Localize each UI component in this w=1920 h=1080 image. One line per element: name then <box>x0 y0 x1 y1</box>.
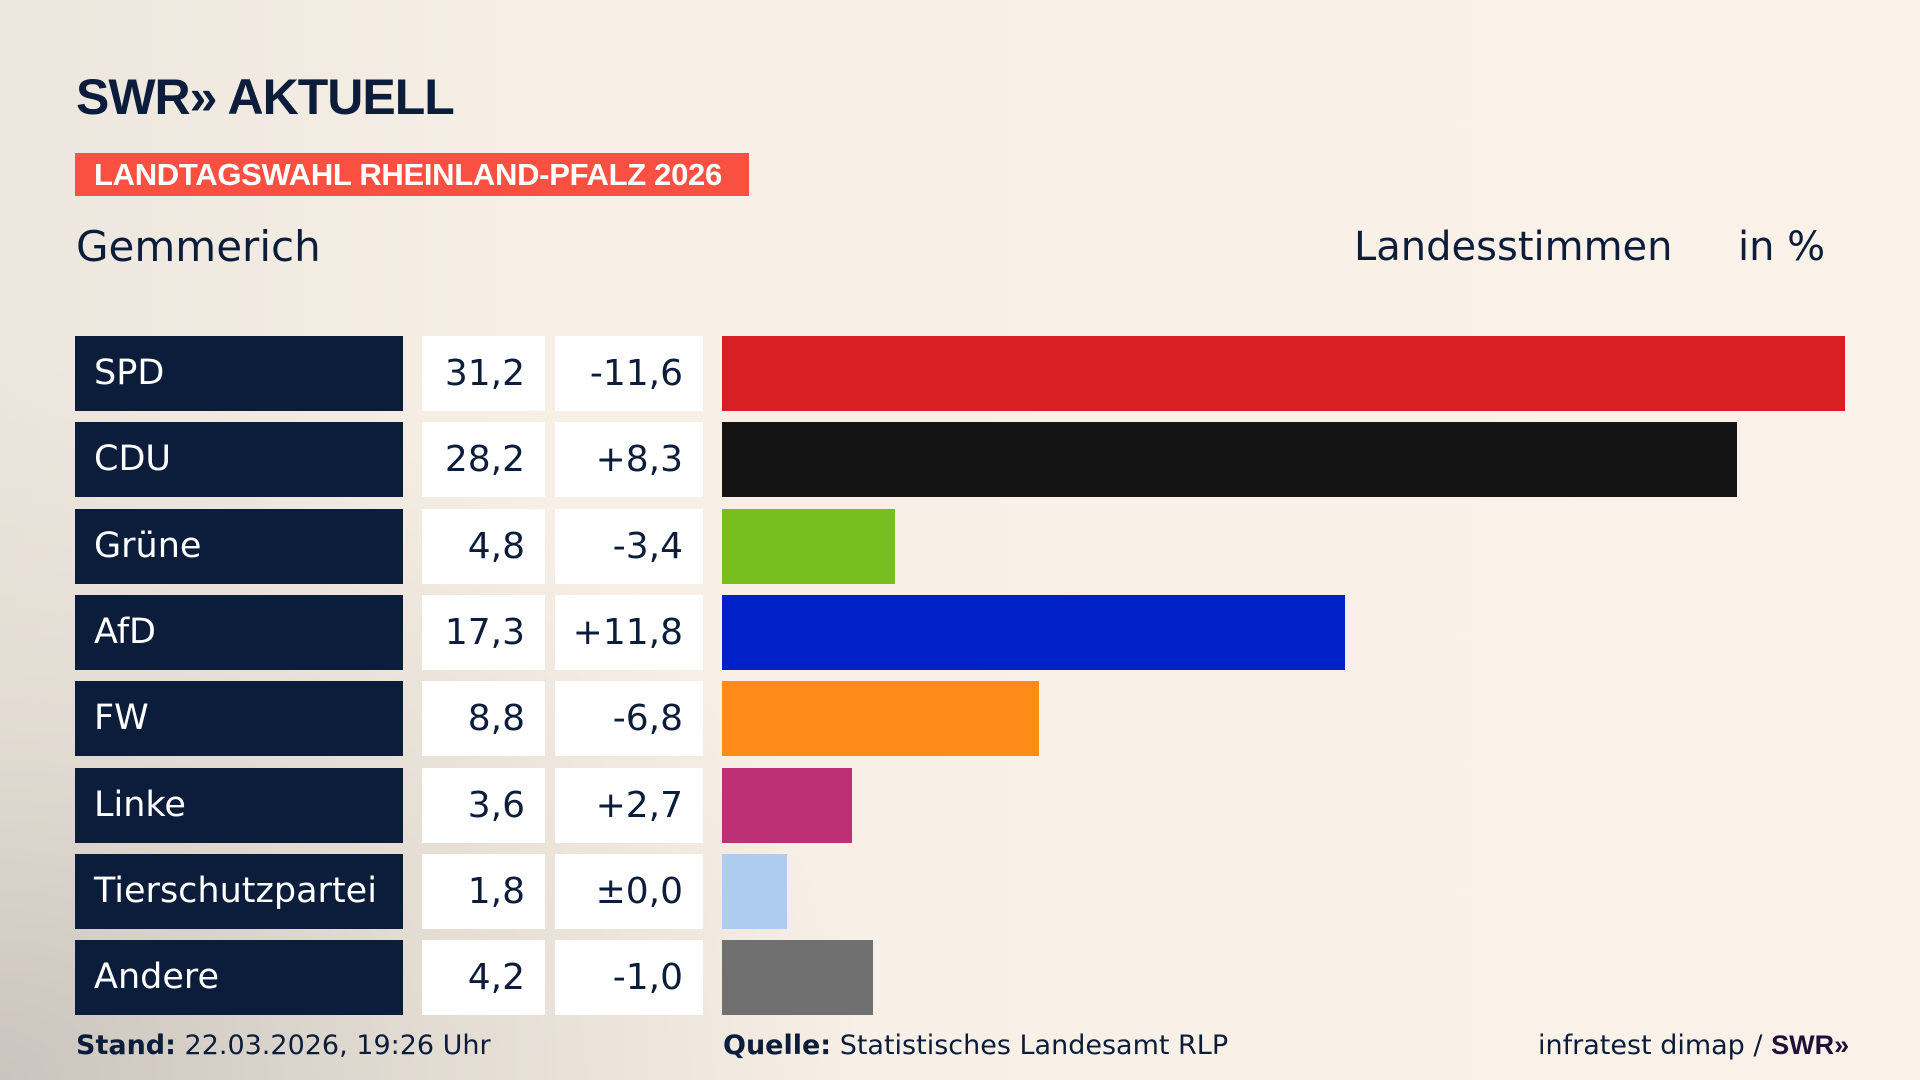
change-label: +2,7 <box>555 767 703 843</box>
change-label: -1,0 <box>555 940 703 1016</box>
credit-text: infratest dimap / <box>1538 1030 1763 1061</box>
party-name: CDU <box>75 422 403 498</box>
party-row: Grüne 4,8 -3,4 <box>0 508 1920 584</box>
unit-label: in % <box>1738 224 1826 270</box>
source-label: Quelle: <box>723 1030 832 1061</box>
swr-aktuell-logo: SWR» AKTUELL <box>76 69 455 125</box>
party-name: AfD <box>75 594 403 670</box>
value-label: 3,6 <box>422 767 545 843</box>
party-row: Tierschutzpartei 1,8 ±0,0 <box>0 853 1920 929</box>
party-row: Linke 3,6 +2,7 <box>0 767 1920 843</box>
value-label: 17,3 <box>422 594 545 670</box>
bar-andere <box>722 940 874 1016</box>
party-row: SPD 31,2 -11,6 <box>0 336 1920 411</box>
election-banner: LANDTAGSWAHL RHEINLAND-PFALZ 2026 <box>75 153 749 196</box>
timestamp: Stand: 22.03.2026, 19:26 Uhr <box>76 1030 491 1061</box>
bar-tierschutzpartei <box>722 853 787 929</box>
stand-value: 22.03.2026, 19:26 Uhr <box>184 1030 491 1061</box>
value-label: 4,8 <box>422 508 545 584</box>
party-row: FW 8,8 -6,8 <box>0 681 1920 757</box>
party-name: Linke <box>75 767 403 843</box>
change-label: +11,8 <box>555 594 703 670</box>
party-name: FW <box>75 681 403 757</box>
bar-cdu <box>722 422 1738 498</box>
party-name: Grüne <box>75 508 403 584</box>
swr-logo: SWR» <box>1771 1030 1850 1060</box>
stand-label: Stand: <box>76 1030 176 1061</box>
bar-afd <box>722 594 1345 670</box>
change-label: -6,8 <box>555 681 703 757</box>
value-label: 8,8 <box>422 681 545 757</box>
party-row: CDU 28,2 +8,3 <box>0 422 1920 498</box>
vote-type-label: Landesstimmen <box>1354 224 1673 270</box>
value-label: 1,8 <box>422 853 545 929</box>
region-title: Gemmerich <box>76 222 321 271</box>
source: Quelle: Statistisches Landesamt RLP <box>723 1030 1228 1061</box>
party-name: Tierschutzpartei <box>75 853 403 929</box>
change-label: +8,3 <box>555 422 703 498</box>
bar-fw <box>722 681 1039 757</box>
change-label: ±0,0 <box>555 853 703 929</box>
party-row: Andere 4,2 -1,0 <box>0 940 1920 1016</box>
value-label: 31,2 <box>422 336 545 411</box>
bar-spd <box>722 336 1845 411</box>
party-name: SPD <box>75 336 403 411</box>
source-value: Statistisches Landesamt RLP <box>839 1030 1229 1061</box>
value-label: 28,2 <box>422 422 545 498</box>
value-label: 4,2 <box>422 940 545 1016</box>
credit: infratest dimap / SWR» <box>1538 1030 1849 1061</box>
change-label: -11,6 <box>555 336 703 411</box>
change-label: -3,4 <box>555 508 703 584</box>
party-row: AfD 17,3 +11,8 <box>0 594 1920 670</box>
bar-grüne <box>722 508 895 584</box>
party-name: Andere <box>75 940 403 1016</box>
bar-linke <box>722 767 852 843</box>
